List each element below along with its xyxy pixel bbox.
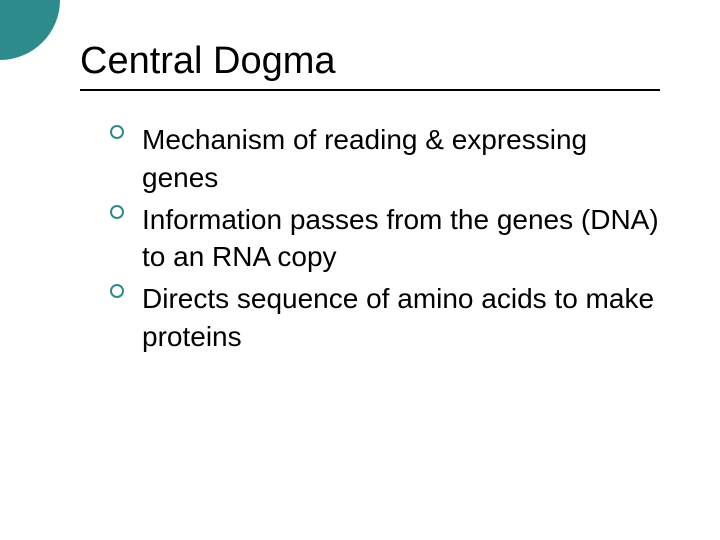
corner-decoration [0, 0, 60, 60]
slide-title: Central Dogma [80, 40, 660, 83]
bullet-icon [110, 284, 124, 298]
list-item: Mechanism of reading & expressing genes [110, 121, 660, 197]
slide: Central Dogma Mechanism of reading & exp… [0, 0, 720, 540]
title-underline [80, 89, 660, 91]
bullet-list: Mechanism of reading & expressing genes … [80, 121, 660, 356]
bullet-text: Mechanism of reading & expressing genes [142, 124, 587, 193]
bullet-icon [110, 205, 124, 219]
list-item: Directs sequence of amino acids to make … [110, 280, 660, 356]
bullet-icon [110, 125, 124, 139]
list-item: Information passes from the genes (DNA) … [110, 201, 660, 277]
bullet-text: Directs sequence of amino acids to make … [142, 283, 654, 352]
bullet-text: Information passes from the genes (DNA) … [142, 204, 659, 273]
